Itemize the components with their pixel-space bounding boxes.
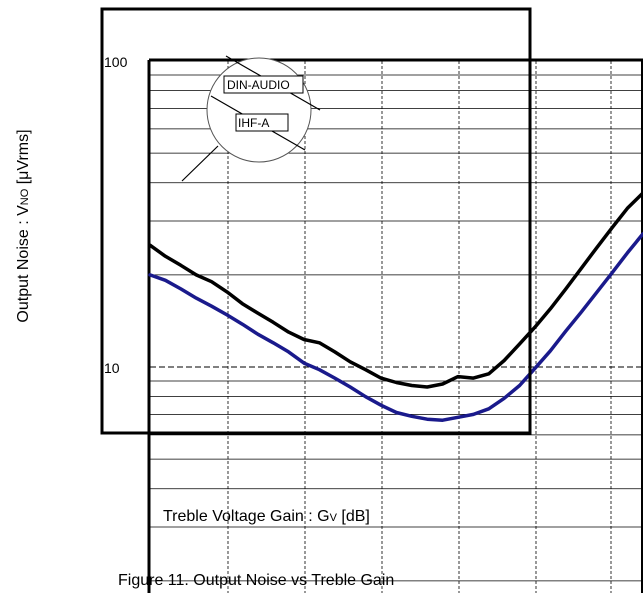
series-line-ihf-a — [148, 232, 643, 422]
overlay-frame — [100, 7, 532, 435]
y-tick-label: 10 — [104, 360, 120, 376]
x-axis-label: Treble Voltage Gain : GV [dB] — [163, 508, 370, 525]
x-axis-label-unit: [dB] — [337, 508, 370, 525]
series-line-din-audio — [148, 191, 643, 389]
y-axis-label: Output Noise : VNO [μVrms] — [15, 129, 32, 322]
series — [148, 191, 643, 422]
legend-label-ihf: IHF-A — [238, 116, 269, 130]
legend-circle — [206, 57, 312, 163]
x-axis-label-subscript: V — [330, 512, 338, 524]
y-tick-label: 100 — [104, 54, 128, 70]
figure-caption: Figure 11. Output Noise vs Treble Gain — [118, 572, 394, 589]
legend-pointer — [181, 145, 219, 182]
y-tick-labels: 100 10 — [104, 54, 128, 376]
grid — [147, 58, 643, 593]
legend-label-din: DIN-AUDIO — [227, 78, 290, 92]
legend: DIN-AUDIO IHF-A — [181, 55, 321, 182]
legend-box-ihf — [235, 113, 289, 132]
legend-box-din — [223, 75, 304, 94]
y-axis-label-text: Output Noise : V — [15, 205, 32, 323]
y-axis-label-unit: [μVrms] — [15, 129, 32, 188]
y-axis-label-subscript: NO — [19, 188, 31, 205]
x-axis-label-text: Treble Voltage Gain : G — [163, 508, 330, 525]
